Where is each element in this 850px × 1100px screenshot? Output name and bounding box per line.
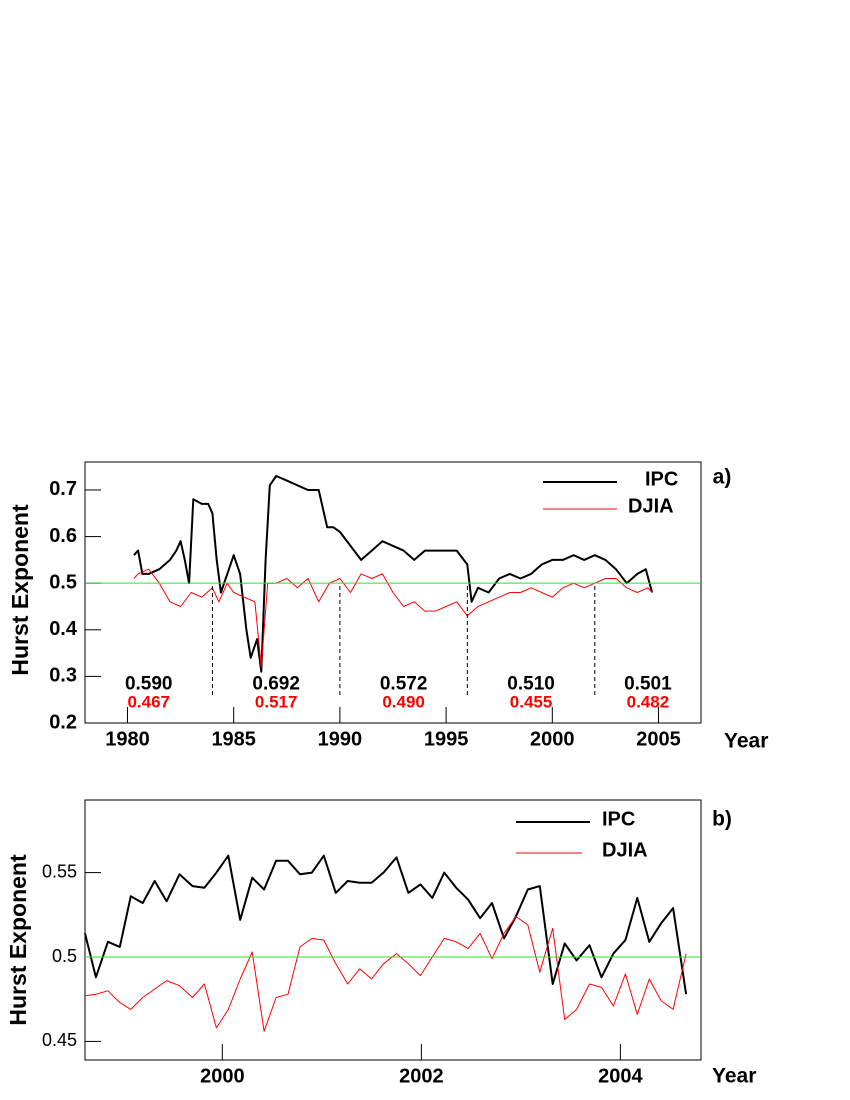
- x-tick-label: 2000: [530, 728, 575, 750]
- plot-frame: [84, 461, 702, 724]
- period-djia: 0.455: [510, 692, 553, 711]
- x-axis-label: Year: [712, 1065, 756, 1088]
- period-ipc: 0.510: [507, 673, 555, 694]
- y-axis-label: Hurst Exponent: [7, 504, 33, 676]
- series-line: [84, 916, 687, 1032]
- series-line: [84, 854, 688, 995]
- x-tick-label: 2004: [598, 1065, 643, 1087]
- x-axis-label: Year: [724, 730, 768, 753]
- x-tick-label: 1990: [318, 728, 363, 750]
- period-djia: 0.490: [382, 692, 425, 711]
- period-djia: 0.482: [627, 692, 670, 711]
- x-tick-label: 2002: [399, 1065, 444, 1087]
- y-axis-label: Hurst Exponent: [5, 854, 31, 1026]
- legend-label: DJIA: [602, 839, 648, 861]
- legend-label: IPC: [602, 808, 635, 830]
- x-tick-label: 2000: [200, 1065, 245, 1087]
- y-tick-label: 0.2: [49, 711, 77, 733]
- y-tick-label: 0.5: [52, 946, 77, 966]
- y-tick-label: 0.5: [49, 571, 77, 593]
- period-ipc: 0.590: [125, 673, 173, 694]
- y-tick-label: 0.55: [42, 861, 77, 881]
- y-tick-label: 0.4: [49, 618, 78, 640]
- period-ipc: 0.501: [624, 673, 672, 694]
- x-tick-label: 2005: [636, 728, 681, 750]
- x-tick-label: 1985: [211, 728, 256, 750]
- legend-label: IPC: [645, 468, 678, 490]
- series-line: [133, 475, 654, 673]
- period-djia: 0.517: [255, 692, 298, 711]
- x-tick-label: 1980: [105, 728, 150, 750]
- panel-label: b): [712, 808, 732, 831]
- y-tick-label: 0.3: [49, 665, 77, 687]
- plot-frame: [84, 799, 702, 1061]
- panel-label: a): [713, 466, 732, 489]
- x-tick-label: 1995: [424, 728, 469, 750]
- y-tick-label: 0.7: [49, 478, 77, 500]
- y-tick-label: 0.45: [42, 1030, 77, 1050]
- y-tick-label: 0.6: [49, 525, 77, 547]
- legend-label: DJIA: [628, 495, 674, 517]
- period-ipc: 0.572: [380, 673, 428, 694]
- series-line: [133, 568, 653, 668]
- period-djia: 0.467: [127, 692, 170, 711]
- period-ipc: 0.692: [252, 673, 300, 694]
